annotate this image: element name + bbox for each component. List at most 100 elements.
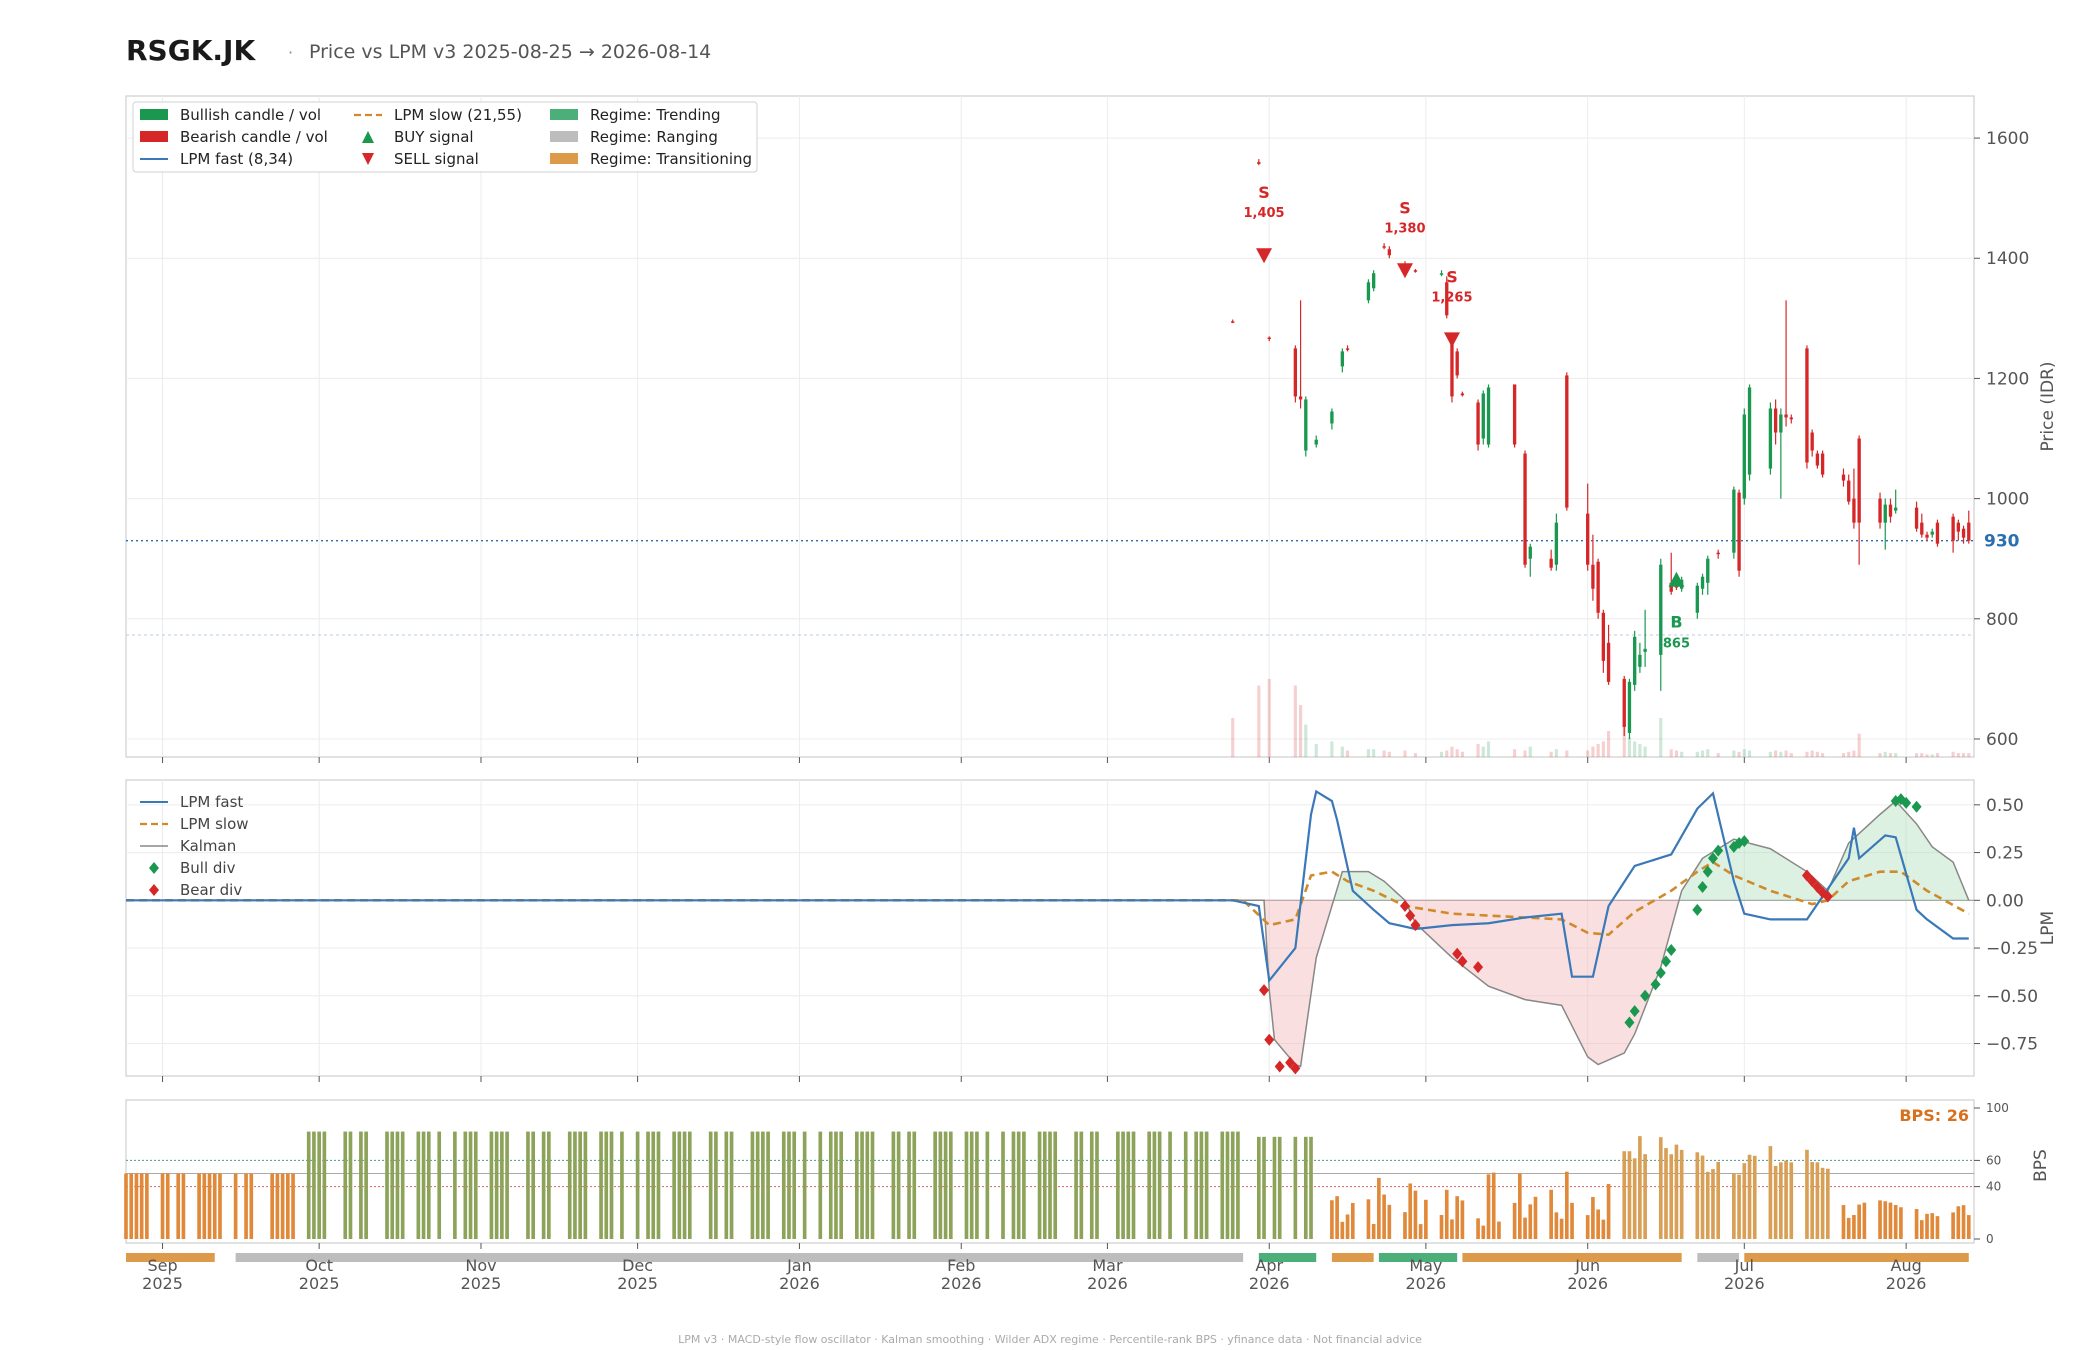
price-plot-area xyxy=(125,95,1975,758)
lpm-y-tick-label: −0.50 xyxy=(1986,987,2038,1007)
volume-bar xyxy=(1622,724,1626,757)
bps-bar xyxy=(985,1131,990,1239)
candle-body xyxy=(1815,453,1820,466)
bull-div-marker xyxy=(1713,844,1724,857)
lpm-y-axis: −0.75 −0.50 −0.25 0.00 0.25 0.50 xyxy=(1974,796,2038,1055)
bps-bar xyxy=(1956,1206,1961,1239)
candle-body xyxy=(1659,564,1663,655)
legend-swatch xyxy=(550,109,578,120)
volume-bar xyxy=(1920,753,1924,757)
bear-div-marker xyxy=(1410,919,1421,932)
bps-bar xyxy=(249,1173,254,1239)
bps-bar xyxy=(1742,1163,1747,1239)
bps-bar xyxy=(233,1173,238,1239)
bps-bar xyxy=(1601,1219,1606,1239)
bps-y-axis-label: BPS xyxy=(2031,1149,2051,1182)
bps-bar xyxy=(1293,1136,1298,1239)
bear-div-marker xyxy=(1264,1033,1275,1046)
candle-body xyxy=(1737,492,1741,571)
bps-bar xyxy=(1888,1202,1893,1239)
bps-bar xyxy=(212,1173,217,1239)
lpm-y-tick-label: −0.25 xyxy=(1986,939,2038,959)
bps-bar xyxy=(818,1131,823,1239)
bps-bar xyxy=(1089,1131,1094,1239)
candle-body xyxy=(1841,474,1846,481)
bps-bar xyxy=(1826,1168,1830,1239)
bps-bar xyxy=(421,1131,426,1239)
bps-bar xyxy=(1852,1214,1856,1239)
bps-bar xyxy=(1747,1154,1752,1239)
volume-bar xyxy=(1403,750,1407,757)
bps-bar xyxy=(1330,1200,1334,1239)
candle-body xyxy=(1267,337,1271,340)
bps-bar xyxy=(1382,1194,1386,1239)
volume-bar xyxy=(1789,753,1793,757)
candle-body xyxy=(1565,375,1569,508)
legend-label: LPM fast (8,34) xyxy=(180,150,293,168)
bps-bar xyxy=(1147,1131,1152,1239)
lpm-y-tick-label: −0.75 xyxy=(1986,1035,2038,1055)
legend-swatch xyxy=(140,109,168,120)
bull-div-marker xyxy=(1624,1016,1635,1029)
bull-div-marker xyxy=(1629,1005,1640,1018)
bps-bar xyxy=(1303,1136,1308,1239)
buy-signal-letter: B xyxy=(1670,613,1682,632)
bps-bar xyxy=(1042,1131,1047,1239)
legend-label: Bear div xyxy=(180,881,242,899)
legend-swatch xyxy=(362,153,374,165)
candle-body xyxy=(1382,246,1386,248)
bps-bar xyxy=(687,1131,692,1239)
candle-body xyxy=(1852,498,1856,523)
bps-bar xyxy=(1413,1190,1418,1239)
bps-bar xyxy=(724,1131,729,1239)
bps-bar xyxy=(494,1131,499,1239)
bps-bar xyxy=(1377,1177,1381,1239)
bps-y-axis: 0 40 60 100 xyxy=(1974,1101,2009,1246)
candle-body xyxy=(1304,399,1308,451)
bull-div-marker xyxy=(1692,903,1703,916)
bps-bar xyxy=(1899,1207,1903,1239)
candle-body xyxy=(1773,408,1778,433)
candle-body xyxy=(1643,648,1647,652)
legend-label: SELL signal xyxy=(394,150,479,168)
bps-bar xyxy=(1935,1216,1940,1239)
bps-bars xyxy=(124,1131,1971,1239)
bps-bar xyxy=(1481,1225,1486,1239)
bps-bar xyxy=(207,1173,212,1239)
x-tick-year: 2026 xyxy=(1724,1274,1765,1293)
bear-div-marker xyxy=(1457,955,1468,968)
bps-bar xyxy=(1857,1204,1861,1239)
bps-bar xyxy=(1606,1183,1611,1239)
bps-bar xyxy=(1387,1204,1392,1239)
bps-bar xyxy=(416,1131,421,1239)
bps-bar xyxy=(176,1173,181,1239)
volume-bar xyxy=(1304,724,1308,757)
volume-bar xyxy=(1659,718,1663,757)
volume-bar xyxy=(1439,751,1444,757)
bps-bar xyxy=(1591,1196,1595,1239)
bps-bar xyxy=(1001,1131,1005,1239)
volume-bar xyxy=(1951,751,1955,757)
bps-bar xyxy=(1883,1201,1888,1239)
bps-bar xyxy=(1789,1162,1794,1239)
candle-body xyxy=(1633,636,1637,685)
legend-label: LPM fast xyxy=(180,793,243,811)
regime-segment xyxy=(1378,1253,1458,1262)
volume-bar xyxy=(1810,750,1814,757)
bps-bar xyxy=(1768,1146,1773,1239)
bear-div-marker xyxy=(1274,1060,1285,1073)
bps-bar xyxy=(599,1131,603,1239)
bps-bar xyxy=(1444,1189,1449,1239)
bps-bar xyxy=(1236,1131,1240,1239)
volume-bar xyxy=(1633,741,1637,757)
candle-body xyxy=(1951,516,1955,541)
bps-bar xyxy=(964,1131,969,1239)
bull-div-marker xyxy=(1650,978,1661,991)
bull-div-marker xyxy=(1697,880,1708,893)
bps-bar xyxy=(1716,1161,1721,1239)
bps-bar xyxy=(891,1131,896,1239)
candle-body xyxy=(1742,414,1746,499)
bps-bar xyxy=(1711,1169,1715,1239)
buy-signal-price: 865 xyxy=(1663,637,1690,652)
volume-bar xyxy=(1815,751,1819,757)
